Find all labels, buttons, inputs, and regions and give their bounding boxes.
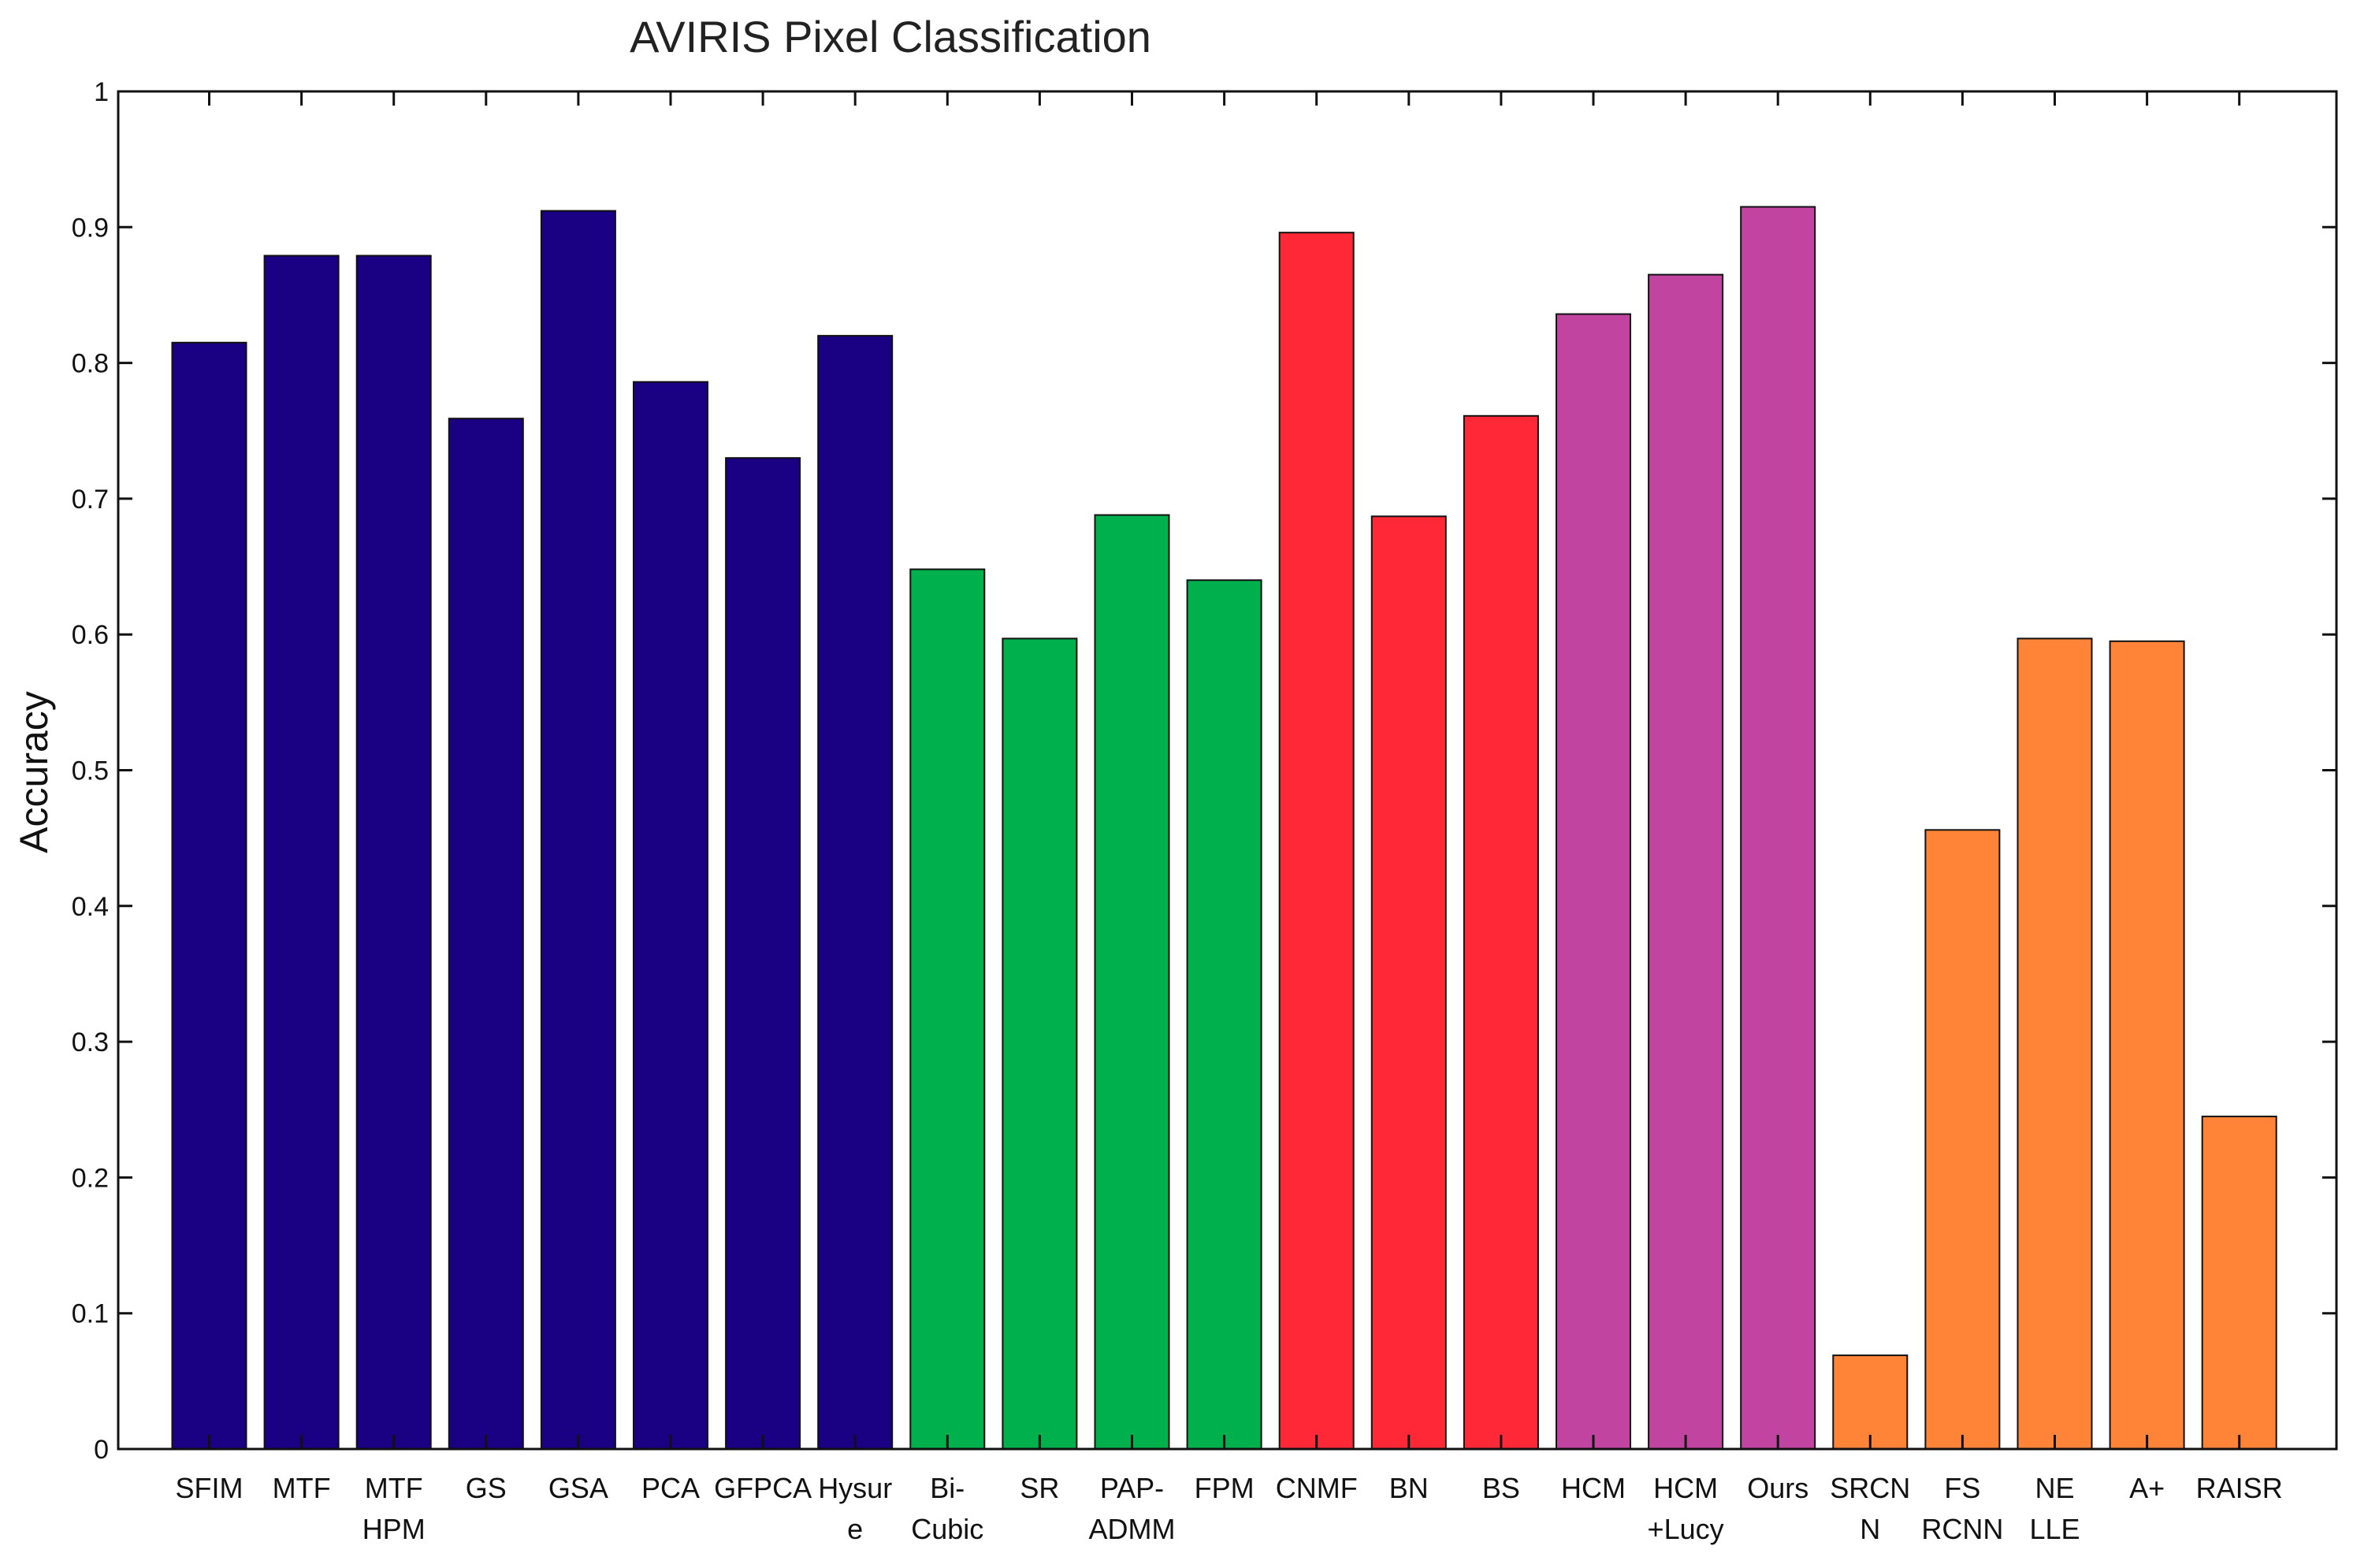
y-axis-label: Accuracy <box>12 691 56 853</box>
x-tick-label: SFIM <box>176 1472 243 1504</box>
bar-raisr <box>2201 1115 2277 1451</box>
x-tick-label: HCM +Lucy <box>1648 1472 1724 1545</box>
x-tick-label: SR <box>1020 1472 1059 1504</box>
x-tick-label: HCM <box>1561 1472 1626 1504</box>
bar-pca <box>633 381 708 1451</box>
bar-mtf <box>263 255 340 1450</box>
y-tick-label: 0.3 <box>72 1027 109 1057</box>
bar-a- <box>2109 640 2185 1450</box>
x-tick-label: GSA <box>548 1472 608 1504</box>
bar-mtf-hpm <box>355 255 432 1450</box>
x-tick-label: PAP-ADMM <box>1089 1472 1176 1545</box>
bar-sfim <box>171 341 247 1450</box>
x-tick-label: PCA <box>641 1472 700 1504</box>
x-tick-label: FPM <box>1195 1472 1255 1504</box>
y-tick-label: 0.6 <box>72 620 109 650</box>
bar-fpm <box>1186 579 1262 1450</box>
bar-ours <box>1740 206 1816 1450</box>
axis-ticks <box>118 90 2336 1451</box>
bar-bi-cubic <box>909 568 986 1450</box>
bar-ne-lle <box>2017 637 2093 1450</box>
y-tick-label: 0.7 <box>72 485 109 515</box>
x-tick-label: SRCN N <box>1830 1472 1910 1545</box>
x-tick-label: Hysur e <box>818 1472 892 1545</box>
y-tick-label: 0.2 <box>72 1163 109 1193</box>
y-tick-labels: 0 0.1 0.2 0.3 0.4 0.5 0.6 0.7 0.8 0.9 1 <box>72 77 109 1465</box>
bar-gs <box>448 418 524 1451</box>
bar-pap-admm <box>1094 514 1170 1450</box>
bar-hcm <box>1556 313 1631 1451</box>
bar-bn <box>1370 515 1447 1450</box>
x-tick-label: GFPCA <box>714 1472 812 1504</box>
x-tick-label: A+ <box>2129 1472 2165 1504</box>
x-tick-label: BN <box>1389 1472 1429 1504</box>
y-tick-label: 0.1 <box>72 1299 109 1329</box>
x-tick-label: BS <box>1482 1472 1520 1504</box>
bar-sr <box>1002 637 1078 1450</box>
bar-srcn-n <box>1832 1354 1909 1450</box>
x-tick-label: NE LLE <box>2029 1472 2080 1545</box>
x-tick-label: MTF <box>273 1472 331 1504</box>
x-tick-label: FS RCNN <box>1921 1472 2003 1545</box>
x-tick-labels: SFIM MTF MTF HPM GS GSA PCA GFPCA Hysur e Bi-Cubic… <box>176 1472 2283 1545</box>
y-tick-label: 0.8 <box>72 349 109 379</box>
plot-area-frame <box>117 90 2338 1451</box>
bar-cnmf <box>1278 232 1355 1451</box>
y-tick-label: 1 <box>94 77 109 107</box>
y-tick-label: 0 <box>94 1435 109 1465</box>
bar-hysur-e <box>817 335 894 1451</box>
y-tick-label: 0.9 <box>72 213 109 243</box>
x-tick-label: CNMF <box>1276 1472 1358 1504</box>
bar-gsa <box>540 210 616 1451</box>
bar-bs <box>1463 414 1539 1450</box>
bar-fs-rcnn <box>1924 829 2001 1451</box>
y-tick-label: 0.4 <box>72 892 109 922</box>
y-tick-label: 0.5 <box>72 756 109 786</box>
x-tick-label: GS <box>466 1472 507 1504</box>
x-tick-label: RAISR <box>2196 1472 2283 1504</box>
x-tick-label: Ours <box>1747 1472 1808 1504</box>
bar-hcm-lucy <box>1648 273 1724 1451</box>
bar-gfpca <box>725 457 801 1451</box>
x-tick-label: Bi-Cubic <box>911 1472 983 1545</box>
bars-group <box>171 206 2277 1451</box>
chart-title: AVIRIS Pixel Classification <box>630 12 1151 61</box>
x-tick-label: MTF HPM <box>362 1472 426 1545</box>
